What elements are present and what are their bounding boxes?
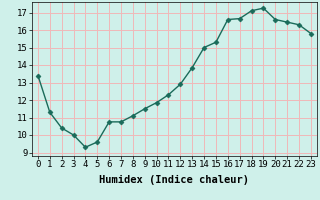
X-axis label: Humidex (Indice chaleur): Humidex (Indice chaleur): [100, 175, 249, 185]
